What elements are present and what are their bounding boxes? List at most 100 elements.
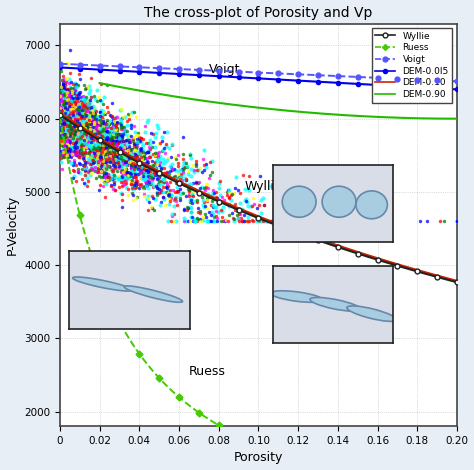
Point [96,157,104,164]
Point [115,133,122,141]
Point [99,130,106,138]
Point [92,133,100,140]
Point [118,182,126,190]
Point [101,141,109,148]
Point [174,159,182,166]
Point [101,128,109,136]
Point [152,165,159,173]
Point [56,117,64,124]
Point [69,126,77,134]
Point [89,135,96,142]
Point [97,138,104,145]
Point [60,103,68,110]
Point [121,169,129,176]
Point [100,168,107,176]
Point [130,141,137,148]
Point [126,174,133,182]
Point [107,139,114,146]
Point [91,119,99,127]
Point [197,218,205,225]
Point [68,97,76,105]
Point [63,107,71,114]
Point [154,180,162,188]
Point [86,142,94,150]
Point [98,167,105,174]
Point [60,84,68,92]
Point [314,218,322,225]
Point [61,125,68,133]
Point [60,121,67,128]
Point [79,120,87,128]
Point [141,182,149,190]
Point [60,108,68,115]
Point [120,139,128,147]
Point [74,95,82,103]
Point [57,116,64,123]
Point [143,163,150,170]
Point [109,159,117,166]
Point [275,217,283,224]
Point [135,163,143,171]
Point [187,204,195,212]
Point [57,93,65,101]
Point [213,218,220,225]
Point [71,89,78,96]
Point [67,85,75,92]
Point [61,98,68,105]
Point [57,112,64,119]
Point [63,118,71,126]
Point [157,198,165,206]
Point [60,108,68,115]
Point [59,90,67,97]
Point [78,116,86,123]
Point [81,81,88,89]
Point [64,120,72,128]
Point [88,135,95,142]
Point [167,163,174,171]
Point [123,147,131,155]
Point [65,103,73,111]
Point [139,153,146,160]
Point [100,143,108,151]
Point [181,218,189,225]
Point [69,121,76,128]
Point [215,179,223,187]
Point [95,144,102,152]
Point [78,134,86,141]
Point [200,146,207,154]
Point [63,118,71,125]
Point [153,149,160,157]
Point [146,136,154,143]
Point [84,102,92,110]
Point [105,120,113,128]
Point [140,152,148,160]
Point [58,86,66,93]
Point [163,140,170,148]
Point [180,155,187,163]
Point [62,85,70,93]
Point [76,113,83,121]
Point [93,138,101,145]
Point [82,123,89,131]
Point [112,113,120,120]
Point [70,111,78,119]
Point [79,147,87,154]
Point [59,101,67,108]
Point [209,218,217,225]
Point [90,145,98,152]
Point [118,157,126,164]
Point [108,100,116,107]
Point [79,148,86,156]
Point [79,144,86,152]
Point [140,193,147,200]
Point [127,172,134,180]
Point [94,158,101,166]
Point [75,109,83,116]
Point [104,143,112,150]
Point [64,120,72,127]
Point [121,143,129,150]
Point [102,180,110,188]
Point [73,118,81,125]
Point [128,177,136,184]
Point [60,147,68,154]
